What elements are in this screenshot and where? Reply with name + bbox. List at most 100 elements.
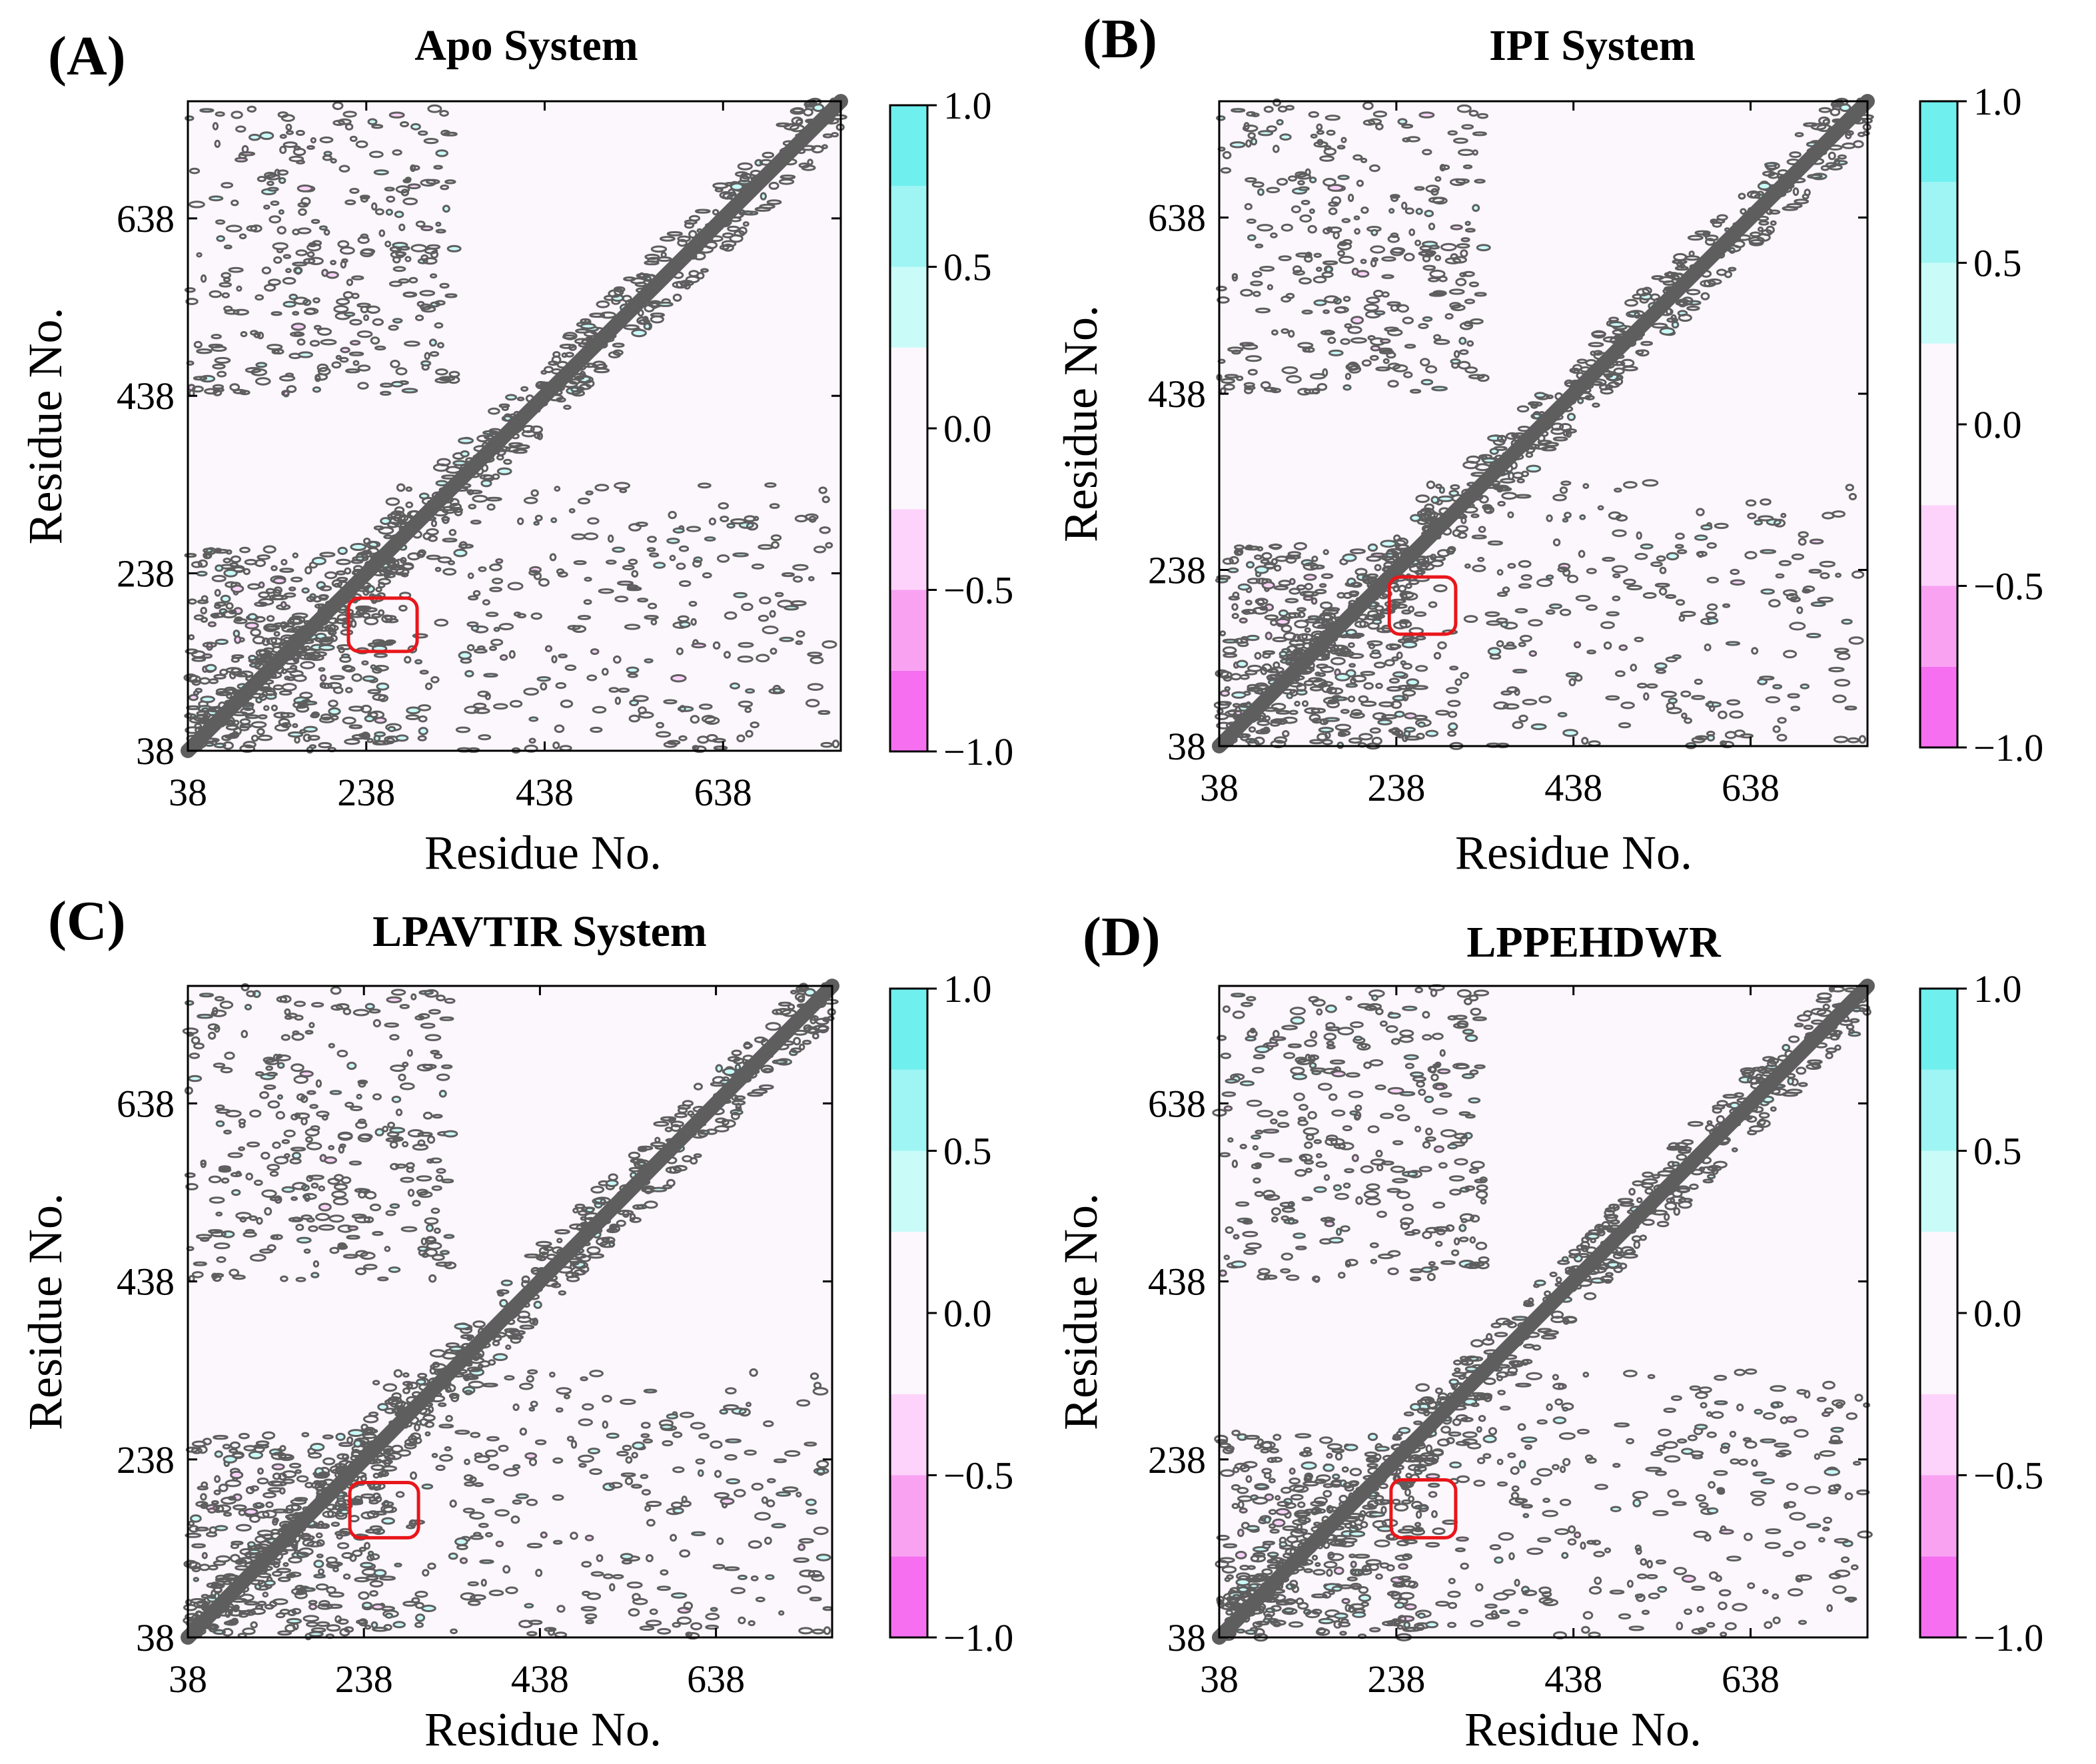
colorbar-segment [1920, 989, 1957, 1070]
y-tick-label: 238 [1148, 1438, 1206, 1482]
y-tick-label: 38 [1167, 1616, 1206, 1659]
correlation-contours [1212, 94, 1875, 753]
colorbar-segment [1920, 1069, 1957, 1151]
panel-label: (D) [1083, 906, 1161, 968]
colorbar: 1.0 0.5 0.0 −1.0 −0.5 [889, 84, 1013, 773]
y-tick-label: 238 [117, 1438, 175, 1482]
colorbar-tick-label: 0.0 [943, 407, 992, 450]
colorbar-segment [890, 266, 927, 348]
x-tick-label: 438 [516, 771, 574, 814]
colorbar-segment [890, 590, 927, 671]
y-tick-label: 638 [1148, 197, 1206, 240]
panel-d: 38 238 438 638 38 238 438 638 Residue No. Residue… [1054, 906, 2043, 1756]
colorbar-segment [1920, 262, 1957, 344]
x-tick-label: 38 [1200, 766, 1239, 809]
diagonal-band [1212, 979, 1875, 1645]
colorbar-segment [890, 347, 927, 428]
x-tick-label: 238 [1367, 766, 1425, 809]
colorbar-tick-label: −0.5 [943, 569, 1013, 612]
colorbar-segment [890, 1475, 927, 1557]
y-tick-label: 38 [1167, 725, 1206, 768]
colorbar-segment [890, 1394, 927, 1476]
x-axis-label: Residue No. [424, 826, 662, 879]
colorbar-tick-label: 1.0 [1973, 80, 2022, 123]
colorbar-segment [1920, 343, 1957, 424]
colorbar-segment [890, 1313, 927, 1394]
colorbar-segment [1920, 101, 1957, 183]
colorbar-tick-label: −0.5 [1973, 565, 2043, 608]
colorbar-segment [1920, 1313, 1957, 1394]
colorbar: 1.0 0.5 0.0 −1.0 −0.5 [1919, 967, 2043, 1659]
y-axis-label: Residue No. [1054, 1193, 1107, 1430]
diagonal-band [1212, 94, 1875, 753]
panel-label: (A) [48, 25, 126, 87]
panel-title: Apo System [414, 21, 638, 70]
y-tick-label: 38 [136, 1616, 175, 1659]
diagonal-band [181, 94, 848, 758]
panel-label: (B) [1083, 8, 1157, 70]
y-tick-label: 238 [1148, 549, 1206, 592]
colorbar-tick-label: 1.0 [1973, 967, 2022, 1011]
colorbar-segment [890, 1556, 927, 1637]
y-tick-label: 438 [117, 374, 175, 418]
x-tick-label: 438 [1544, 766, 1602, 809]
y-tick-label: 638 [117, 197, 175, 240]
x-tick-label: 238 [335, 1657, 393, 1701]
y-tick-label: 438 [1148, 372, 1206, 416]
colorbar-tick-label: 0.0 [1973, 403, 2022, 446]
colorbar-tick-label: 0.5 [1973, 1130, 2022, 1173]
colorbar-segment [890, 428, 927, 510]
panels: 38 238 438 638 38 238 438 638 Residue No. Residue… [19, 8, 2043, 1756]
correlation-contours [1212, 979, 1875, 1645]
plot-frame [187, 985, 833, 1639]
colorbar-segment [1920, 1556, 1957, 1637]
y-tick-label: 438 [1148, 1260, 1206, 1304]
panel-title: LPAVTIR System [372, 907, 707, 956]
plot-frame [1218, 100, 1869, 747]
colorbar-tick-label: 0.5 [1973, 242, 2022, 285]
y-axis-label: Residue No. [1054, 305, 1107, 542]
y-tick-label: 238 [117, 552, 175, 596]
x-tick-label: 238 [337, 771, 395, 814]
colorbar: 1.0 0.5 0.0 −1.0 −0.5 [1919, 80, 2043, 769]
highlight-box [1389, 1478, 1458, 1540]
colorbar-segment [890, 105, 927, 187]
x-tick-label: 38 [169, 771, 207, 814]
y-tick-label: 638 [117, 1082, 175, 1125]
colorbar-tick-label: −0.5 [1973, 1454, 2043, 1498]
colorbar-tick-label: 0.0 [943, 1292, 992, 1335]
panel-title: IPI System [1489, 21, 1696, 70]
y-tick-label: 438 [117, 1260, 175, 1304]
correlation-contours [181, 94, 848, 758]
colorbar-segment [890, 1232, 927, 1313]
x-tick-label: 238 [1367, 1657, 1425, 1701]
colorbar-segment [890, 989, 927, 1070]
colorbar-tick-label: 1.0 [943, 967, 992, 1011]
colorbar-tick-label: −1.0 [1973, 1616, 2043, 1659]
correlation-contours [181, 979, 839, 1645]
colorbar-segment [1920, 666, 1957, 747]
colorbar-segment [1920, 424, 1957, 506]
x-tick-label: 38 [169, 1657, 207, 1701]
colorbar-segment [1920, 1394, 1957, 1476]
plot-frame [187, 100, 842, 752]
highlight-box [1387, 575, 1458, 636]
colorbar-segment [890, 186, 927, 267]
panel-title: LPPEHDWR [1466, 918, 1722, 967]
colorbar-tick-label: 0.0 [1973, 1292, 2022, 1335]
colorbar-segment [1920, 505, 1957, 586]
colorbar-segment [1920, 1232, 1957, 1313]
colorbar-tick-label: −0.5 [943, 1454, 1013, 1498]
x-tick-label: 638 [687, 1657, 745, 1701]
y-tick-label: 38 [136, 729, 175, 773]
colorbar-segment [1920, 1475, 1957, 1557]
y-axis-label: Residue No. [19, 308, 72, 545]
x-tick-label: 438 [511, 1657, 569, 1701]
colorbar-segment [890, 1069, 927, 1151]
colorbar-segment [890, 1150, 927, 1232]
x-tick-label: 638 [1722, 1657, 1780, 1701]
panel-c: 38 238 438 638 38 238 438 638 Residue No. Residue… [19, 890, 1013, 1756]
diagonal-band [181, 979, 839, 1645]
colorbar-segment [890, 509, 927, 590]
